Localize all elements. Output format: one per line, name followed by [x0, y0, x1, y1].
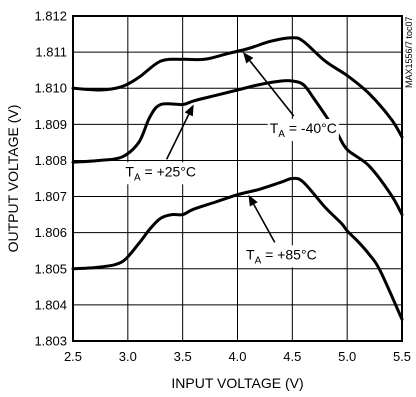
x-tick-label: 3.5	[174, 349, 192, 364]
y-tick-label: 1.809	[34, 117, 67, 132]
y-tick-label: 1.805	[34, 261, 67, 276]
series-lines	[71, 36, 404, 321]
y-tick-label: 1.803	[34, 334, 67, 349]
y-tick-label: 1.804	[34, 297, 67, 312]
x-tick-label: 2.5	[64, 349, 82, 364]
y-tick-label: 1.810	[34, 81, 67, 96]
x-tick-label: 4.0	[228, 349, 246, 364]
grid	[72, 15, 403, 342]
figure-id-watermark: MAX1556/7 toc07	[404, 16, 414, 88]
annotation-arrow-shaft	[249, 60, 295, 117]
x-tick-label: 5.0	[338, 349, 356, 364]
annotations: TA = -40°C TA = +25°C TA = +85°C	[123, 52, 339, 268]
series-line-1	[71, 36, 404, 139]
y-axis-title: OUTPUT VOLTAGE (V)	[5, 105, 21, 253]
series-annotation-label: TA = -40°C	[270, 120, 337, 140]
annotation-arrow-shaft	[253, 203, 276, 243]
annotation-arrow-head	[184, 104, 194, 117]
annotation-backdrop	[123, 162, 199, 185]
y-tick-label: 1.812	[34, 9, 67, 24]
series-annotation-label: TA = +85°C	[246, 246, 317, 266]
x-tick-label: 4.5	[283, 349, 301, 364]
annotation-arrow-head	[242, 52, 254, 64]
y-tick-label: 1.807	[34, 189, 67, 204]
tick-labels: 2.5 3.0 3.5 4.0 4.5 5.0 5.5 1.803 1.804 1.805 1.80…	[34, 9, 411, 365]
series-annotation-label: TA = +25°C	[125, 163, 196, 183]
y-tick-label: 1.808	[34, 153, 67, 168]
x-axis-title: INPUT VOLTAGE (V)	[171, 375, 303, 391]
y-tick-label: 1.806	[34, 225, 67, 240]
annotation-arrow-head	[248, 194, 258, 207]
annotation-backdrop	[244, 245, 319, 268]
annotation-arrow-shaft	[165, 113, 190, 160]
series-line-3	[71, 176, 404, 321]
annotation-backdrop	[267, 118, 339, 141]
x-tick-label: 3.0	[119, 349, 137, 364]
y-tick-label: 1.811	[35, 45, 67, 60]
plot-frame	[72, 15, 403, 342]
x-tick-label: 5.5	[393, 349, 411, 364]
series-line-2	[71, 79, 404, 217]
